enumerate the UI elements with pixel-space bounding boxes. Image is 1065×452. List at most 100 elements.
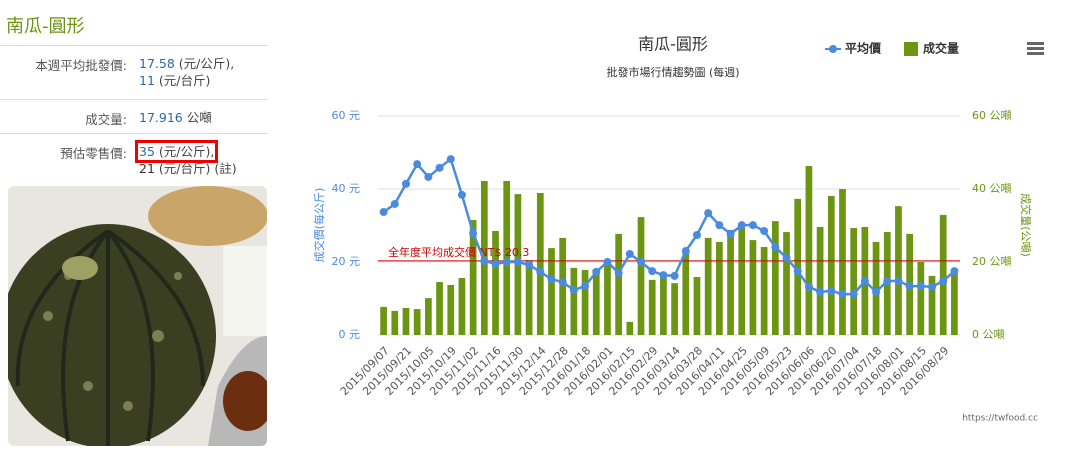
point — [424, 172, 433, 181]
point — [547, 275, 556, 284]
bar — [951, 271, 958, 335]
credit: https://twfood.cc — [962, 414, 1038, 424]
bar — [805, 166, 813, 335]
point — [849, 290, 858, 299]
bar — [760, 247, 768, 335]
point — [581, 282, 590, 291]
point — [916, 282, 925, 291]
point — [558, 278, 567, 287]
bar — [436, 282, 443, 335]
bar — [660, 275, 667, 335]
bar — [704, 237, 712, 335]
value: 21 — [139, 161, 155, 176]
bar — [939, 214, 947, 335]
point — [793, 267, 802, 276]
bar — [917, 262, 925, 335]
unit: (元/台斤) (註) — [158, 161, 237, 176]
point — [648, 267, 657, 276]
bar — [738, 228, 746, 335]
y2-tick-label: 20 公噸 — [972, 254, 1012, 268]
y-tick-label: 0 元 — [339, 328, 361, 341]
y2-tick-label: 60 公噸 — [972, 108, 1012, 122]
plot-line-label: 全年度平均成交價 NT$ 20.3 — [388, 245, 529, 259]
point — [457, 190, 466, 199]
point — [401, 179, 410, 188]
point — [872, 287, 881, 296]
chart-subtitle: 批發市場行情趨勢圖 (每週) — [606, 65, 739, 79]
legend-item[interactable]: 平均價 — [825, 41, 882, 56]
bar — [402, 307, 410, 335]
row-label: 本週平均批發價: — [35, 58, 127, 73]
row-values: 35 (元/公斤), 21 (元/台斤) (註) — [134, 140, 237, 177]
point — [637, 258, 646, 266]
unit: 公噸 — [186, 110, 212, 125]
bar — [749, 240, 757, 335]
bar — [839, 189, 846, 335]
point — [480, 256, 489, 265]
bar — [592, 268, 600, 335]
y-tick-label: 20 元 — [332, 255, 361, 268]
point — [827, 286, 836, 295]
bar — [895, 206, 902, 335]
legend-swatch — [904, 42, 918, 56]
menu-button[interactable] — [1027, 42, 1044, 55]
point — [715, 221, 724, 230]
value: 17.58 — [139, 56, 175, 71]
point — [569, 286, 578, 295]
bar — [682, 251, 690, 335]
bar — [827, 195, 835, 335]
row-values: 17.916 公噸 — [139, 109, 212, 127]
bar — [816, 226, 824, 335]
y-tick-label: 60 元 — [332, 109, 361, 122]
bar — [525, 260, 533, 335]
row-label: 成交量: — [85, 112, 127, 127]
highlight: 35 (元/公斤), — [134, 140, 219, 163]
bar — [536, 193, 544, 335]
legend-label: 成交量 — [923, 41, 959, 56]
point — [894, 276, 903, 285]
y2-tick-label: 0 公噸 — [972, 327, 1005, 341]
unit: (元/公斤), — [178, 56, 235, 71]
point — [905, 282, 914, 291]
point — [502, 258, 511, 266]
point — [379, 207, 388, 216]
bar — [413, 309, 421, 335]
y2-tick-label: 40 公噸 — [972, 181, 1012, 195]
bar — [637, 217, 645, 335]
point — [804, 282, 813, 291]
bar — [727, 229, 734, 335]
bar — [469, 220, 477, 335]
point — [748, 221, 757, 230]
panel-title: 南瓜-圓形 — [0, 0, 268, 46]
point — [883, 276, 892, 285]
line — [382, 156, 956, 296]
point — [760, 226, 769, 235]
point — [704, 209, 713, 218]
bar — [671, 283, 678, 335]
bar — [693, 276, 701, 335]
bar — [783, 232, 790, 335]
point — [592, 267, 601, 276]
point — [469, 229, 478, 238]
bar — [503, 180, 511, 335]
bar — [447, 284, 455, 335]
bar — [928, 275, 936, 335]
bar — [850, 228, 858, 335]
point — [446, 155, 455, 164]
bar — [391, 310, 399, 335]
bar — [648, 279, 656, 335]
value: 11 — [139, 73, 155, 88]
legend-swatch — [829, 45, 837, 53]
legend-item[interactable]: 成交量 — [904, 41, 959, 57]
bar — [380, 306, 387, 335]
point — [816, 287, 825, 296]
chart-title: 南瓜-圓形 — [638, 35, 708, 54]
info-row: 成交量: 17.916 公噸 — [0, 100, 268, 134]
point — [860, 276, 869, 285]
point — [614, 268, 623, 277]
y2-axis-title: 成交量(公噸) — [1019, 193, 1033, 257]
product-photo — [8, 186, 267, 446]
bar — [548, 248, 555, 335]
point — [928, 282, 937, 291]
